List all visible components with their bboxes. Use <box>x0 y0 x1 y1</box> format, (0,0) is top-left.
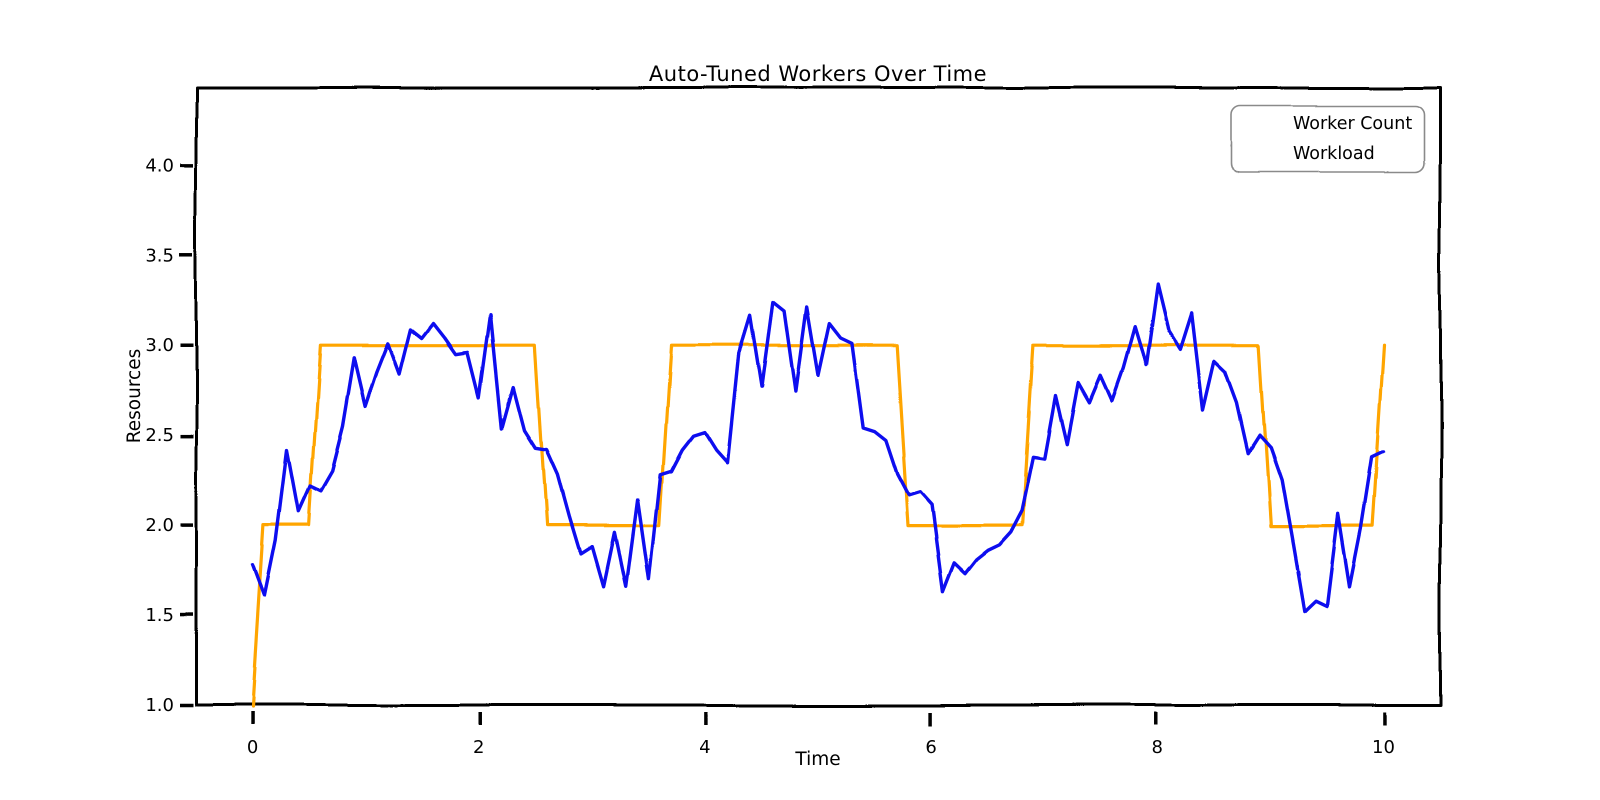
y-tick-label: 1.0 <box>145 695 174 716</box>
workload-line <box>250 282 1386 614</box>
tick-labels: 0 2 4 6 8 10 1.0 1.5 2.0 2.5 3.0 3.5 4.0 <box>145 155 1395 758</box>
x-tick-label: 8 <box>1152 737 1163 758</box>
axes-box <box>180 86 1442 725</box>
x-tick-label: 0 <box>247 737 258 758</box>
y-tick-label: 2.0 <box>145 515 174 536</box>
x-tick-label: 2 <box>473 737 484 758</box>
y-tick-label: 3.0 <box>145 335 174 356</box>
y-tick-label: 3.5 <box>145 245 174 266</box>
x-tick-label: 4 <box>699 737 710 758</box>
worker-count-line <box>250 343 1386 707</box>
y-tick-label: 2.5 <box>145 425 174 446</box>
workload-path <box>250 282 1386 614</box>
axes-spines <box>194 86 1442 707</box>
legend-label-worker-count: Worker Count <box>1293 114 1412 134</box>
legend-label-workload: Workload <box>1293 144 1375 164</box>
worker-count-path <box>250 343 1386 707</box>
x-tick-label: 10 <box>1372 737 1395 758</box>
x-tick-label: 6 <box>925 737 936 758</box>
x-axis-label: Time <box>794 749 840 770</box>
y-tick-label: 1.5 <box>145 605 174 626</box>
y-tick-label: 4.0 <box>145 155 174 176</box>
chart-title: Auto-Tuned Workers Over Time <box>649 62 987 86</box>
legend: Worker Count Workload <box>1231 105 1425 173</box>
y-axis-label: Resources <box>124 349 145 443</box>
